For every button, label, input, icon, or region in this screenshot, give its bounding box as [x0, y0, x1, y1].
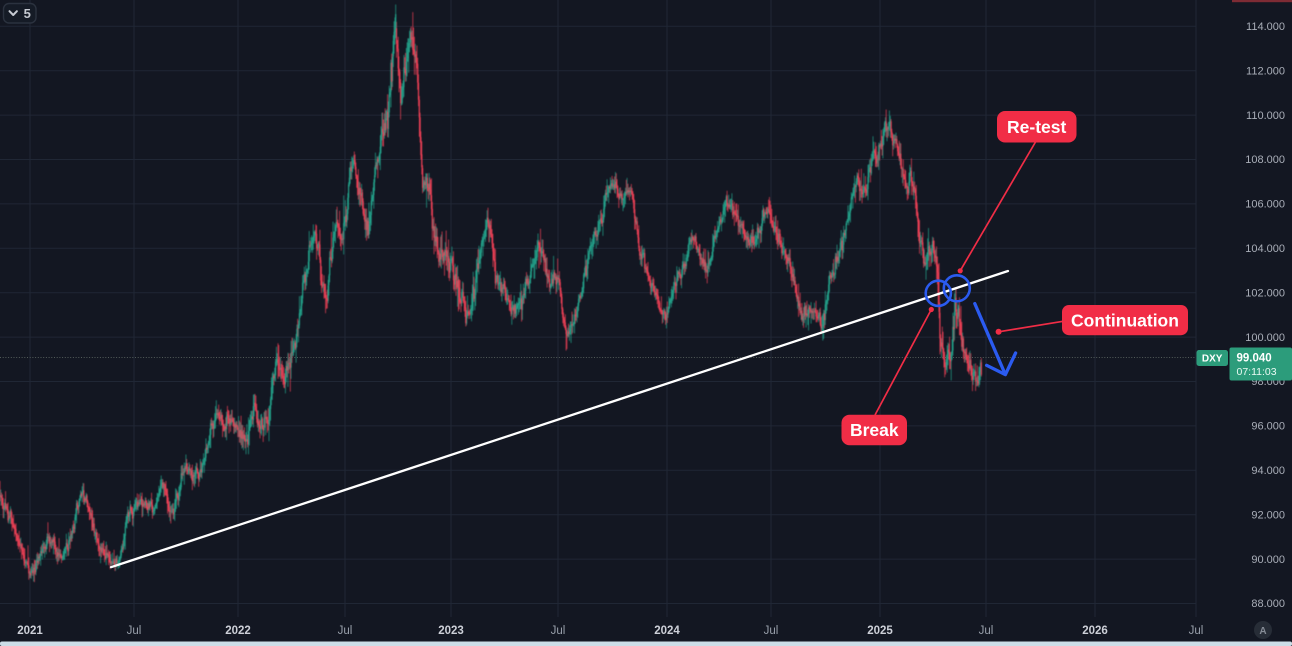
- svg-text:2024: 2024: [654, 625, 680, 637]
- svg-text:104.000: 104.000: [1245, 243, 1285, 255]
- svg-text:07:11:03: 07:11:03: [1237, 366, 1277, 378]
- svg-text:108.000: 108.000: [1245, 154, 1285, 166]
- svg-text:94.000: 94.000: [1251, 465, 1285, 477]
- svg-text:90.000: 90.000: [1251, 554, 1285, 566]
- svg-text:114.000: 114.000: [1246, 21, 1285, 33]
- svg-text:2026: 2026: [1082, 625, 1108, 637]
- svg-text:2022: 2022: [225, 625, 251, 637]
- svg-text:DXY: DXY: [1202, 354, 1223, 365]
- svg-text:Continuation: Continuation: [1071, 310, 1179, 330]
- svg-text:5: 5: [24, 6, 31, 21]
- svg-text:92.000: 92.000: [1251, 509, 1285, 521]
- svg-text:110.000: 110.000: [1246, 110, 1285, 122]
- svg-text:100.000: 100.000: [1245, 332, 1285, 344]
- svg-text:2023: 2023: [438, 625, 464, 637]
- svg-text:Break: Break: [850, 420, 899, 440]
- svg-text:106.000: 106.000: [1245, 199, 1285, 211]
- svg-text:Jul: Jul: [1189, 625, 1204, 637]
- svg-text:Jul: Jul: [551, 625, 566, 637]
- svg-text:88.000: 88.000: [1251, 598, 1285, 610]
- svg-text:112.000: 112.000: [1246, 65, 1285, 77]
- svg-text:102.000: 102.000: [1245, 287, 1285, 299]
- svg-text:Re-test: Re-test: [1007, 117, 1066, 137]
- svg-text:Jul: Jul: [764, 625, 779, 637]
- svg-text:2025: 2025: [867, 625, 893, 637]
- svg-text:96.000: 96.000: [1251, 421, 1285, 433]
- svg-text:A: A: [1259, 626, 1266, 637]
- svg-text:Jul: Jul: [338, 625, 353, 637]
- svg-text:Jul: Jul: [127, 625, 142, 637]
- svg-text:99.040: 99.040: [1237, 353, 1272, 365]
- svg-text:Jul: Jul: [979, 625, 994, 637]
- svg-text:2021: 2021: [17, 625, 43, 637]
